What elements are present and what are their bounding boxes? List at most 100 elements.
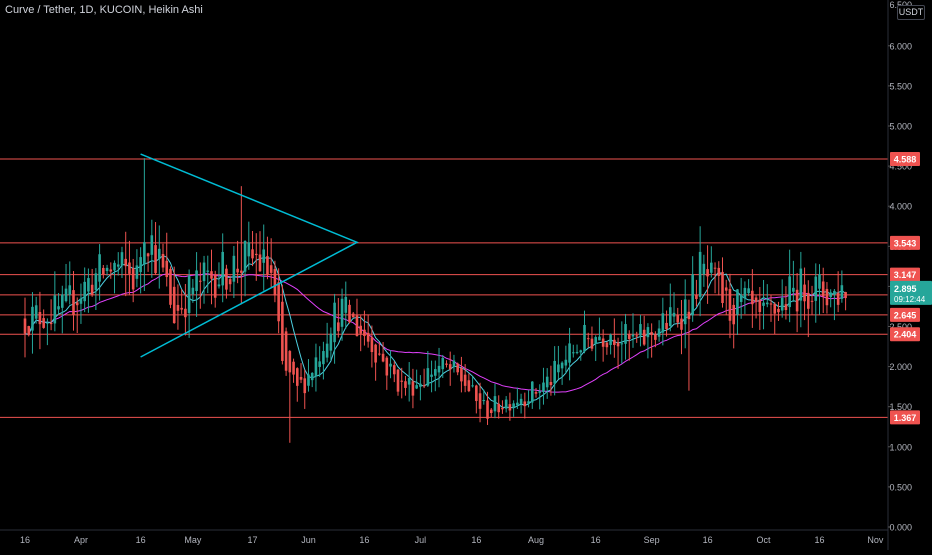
candle-body: [42, 318, 45, 328]
candle-body: [519, 398, 523, 405]
candle-body: [542, 382, 545, 393]
candle-body: [482, 399, 486, 402]
candle-body: [385, 357, 389, 376]
time-tick-label: 16: [136, 535, 146, 545]
candle-body: [557, 364, 560, 373]
candle-body: [191, 287, 195, 295]
candle-body: [187, 275, 191, 313]
candle-body: [307, 374, 310, 386]
level-price-label: 2.404: [894, 330, 917, 340]
level-price-badge: [890, 410, 920, 425]
candle-body: [143, 242, 146, 265]
candle-body: [497, 403, 501, 413]
time-tick-label: Aug: [528, 535, 544, 545]
candle-body: [747, 288, 750, 294]
candle-body: [825, 288, 829, 306]
candle-body: [799, 268, 803, 301]
candle-body: [75, 302, 79, 306]
price-tick-label: 5.500: [889, 81, 912, 91]
candle-body: [762, 302, 765, 306]
time-axis: 16 Apr 16 May 17 Jun 16 Jul 16 Aug 16 Sep 16 Oct 16 Nov: [0, 529, 888, 545]
candle-body: [254, 253, 258, 256]
candle-body: [777, 308, 780, 313]
candle-body: [202, 262, 206, 282]
candle-body: [139, 257, 142, 273]
candle-body: [452, 360, 456, 367]
candle-body: [460, 367, 463, 382]
candle-body: [105, 267, 109, 272]
candle-body: [553, 360, 556, 384]
candle-body: [687, 311, 691, 320]
level-price-label: 1.367: [894, 413, 917, 423]
horizontal-levels: [0, 158, 888, 418]
candle-body: [184, 308, 187, 318]
candle-body: [284, 331, 288, 371]
candle-body: [765, 302, 769, 305]
price-tick-label: 4.500: [889, 162, 912, 172]
candle-body: [501, 407, 504, 410]
candle-body: [180, 307, 183, 310]
candle-body: [113, 262, 116, 271]
candle-body: [769, 303, 773, 305]
candle-body: [512, 403, 515, 408]
candle-body: [61, 294, 64, 308]
time-tick-label: Jun: [301, 535, 316, 545]
candle-body: [575, 352, 579, 354]
candle-body: [322, 351, 325, 365]
candle-body: [698, 251, 702, 297]
candle-body: [657, 328, 661, 337]
candle-body: [710, 262, 713, 273]
candle-body: [27, 326, 31, 336]
candle-body: [419, 383, 422, 387]
candle-body: [116, 264, 120, 267]
candle-body: [157, 248, 161, 260]
level-price-badge: [890, 327, 920, 342]
currency-button[interactable]: USDT: [897, 5, 925, 20]
candle-body: [426, 368, 430, 386]
candle-body: [624, 324, 627, 344]
candle-body: [743, 287, 747, 299]
candle-body: [493, 396, 497, 412]
candle-body: [206, 270, 210, 272]
candle-body: [788, 276, 791, 308]
candle-body: [728, 289, 732, 321]
candle-body: [348, 304, 351, 323]
level-price-label: 4.588: [894, 155, 917, 165]
candle-body: [243, 241, 247, 272]
current-price-badge: [890, 280, 932, 305]
time-tick-label: Apr: [74, 535, 88, 545]
candle-body: [836, 292, 840, 305]
candle-body: [150, 235, 154, 255]
candle-body: [620, 343, 624, 345]
candle-body: [273, 269, 277, 296]
candle-body: [94, 273, 98, 290]
candle-body: [79, 298, 83, 304]
price-tick-label: 5.000: [889, 122, 912, 132]
candle-body: [829, 292, 832, 298]
candle-body: [754, 297, 758, 302]
price-tick-label: 0.000: [889, 523, 912, 533]
candle-body: [807, 292, 810, 309]
candle-body: [292, 361, 295, 375]
candle-body: [441, 357, 445, 370]
candle-body: [378, 353, 381, 355]
chart-title: Curve / Tether, 1D, KUCOIN, Heikin Ashi: [5, 4, 203, 16]
candle-body: [422, 385, 426, 387]
candle-body: [370, 337, 374, 353]
candle-body: [702, 263, 706, 275]
candle-body: [98, 254, 101, 282]
candle-body: [833, 290, 836, 295]
candle-body: [534, 392, 538, 394]
candle-body: [374, 344, 377, 363]
candle-body: [340, 298, 344, 327]
candle-body: [627, 333, 631, 340]
candle-body: [721, 271, 724, 304]
candle-body: [654, 333, 657, 340]
candle-body: [508, 404, 512, 411]
candle-body: [665, 322, 668, 330]
candle-body: [810, 300, 814, 302]
candle-body: [277, 282, 280, 322]
candle-body: [784, 304, 788, 311]
